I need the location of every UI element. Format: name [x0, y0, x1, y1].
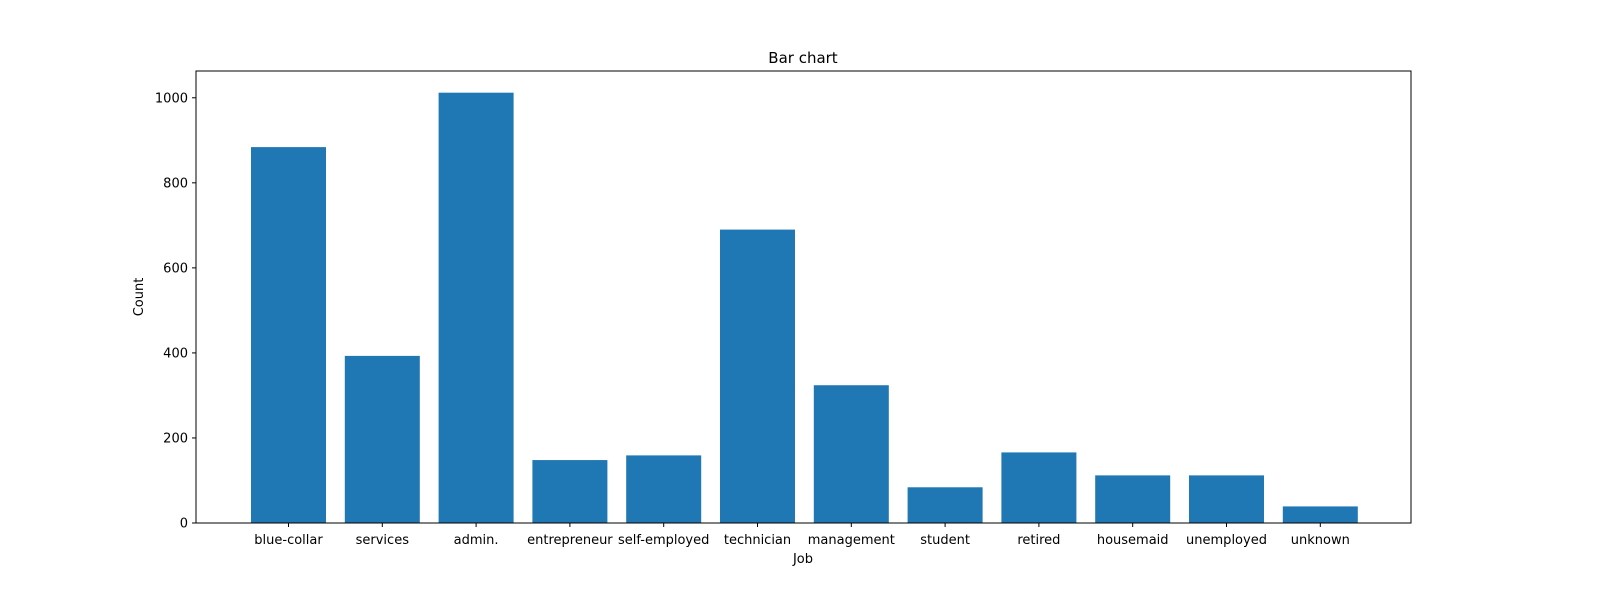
y-axis-label: Count [132, 278, 147, 317]
x-tick-label: blue-collar [254, 533, 323, 548]
bar-unknown [1282, 506, 1358, 523]
x-tick-label: housemaid [1097, 533, 1169, 548]
x-tick-label: unknown [1291, 533, 1350, 548]
chart-title: Bar chart [768, 49, 838, 67]
bar-self-employed [626, 455, 702, 523]
plot-frame [195, 70, 1412, 524]
x-tick-label: self-employed [618, 533, 709, 548]
bar-management [813, 385, 889, 523]
bar-entrepreneur [532, 460, 608, 523]
bar-retired [1001, 452, 1077, 523]
x-tick-label: technician [724, 533, 791, 548]
x-tick-label: services [356, 533, 410, 548]
y-tick-label: 400 [163, 346, 188, 361]
y-tick-label: 1000 [155, 91, 188, 106]
x-tick-label: admin. [454, 533, 499, 548]
x-tick-label: unemployed [1186, 533, 1267, 548]
x-tick-label: management [808, 533, 895, 548]
x-axis-label: Job [792, 552, 813, 567]
y-tick-label: 800 [163, 176, 188, 191]
bar-blue-collar [251, 147, 326, 523]
y-tick-label: 0 [180, 517, 188, 532]
bar-housemaid [1095, 475, 1171, 523]
x-tick-label: student [920, 533, 970, 548]
bar-services [344, 355, 420, 523]
y-axis: 0 200 400 600 800 1000 [155, 91, 196, 532]
y-tick-label: 200 [163, 431, 188, 446]
y-tick-label: 600 [163, 261, 188, 276]
x-axis: blue-collar services admin. entrepreneur sel… [254, 523, 1350, 548]
x-tick-label: retired [1017, 533, 1060, 548]
bar-student [907, 487, 983, 523]
bar-admin [438, 92, 514, 524]
x-tick-label: entrepreneur [527, 533, 613, 548]
bar-technician [720, 229, 795, 524]
bar-unemployed [1189, 475, 1264, 523]
bars-group [251, 92, 1358, 524]
